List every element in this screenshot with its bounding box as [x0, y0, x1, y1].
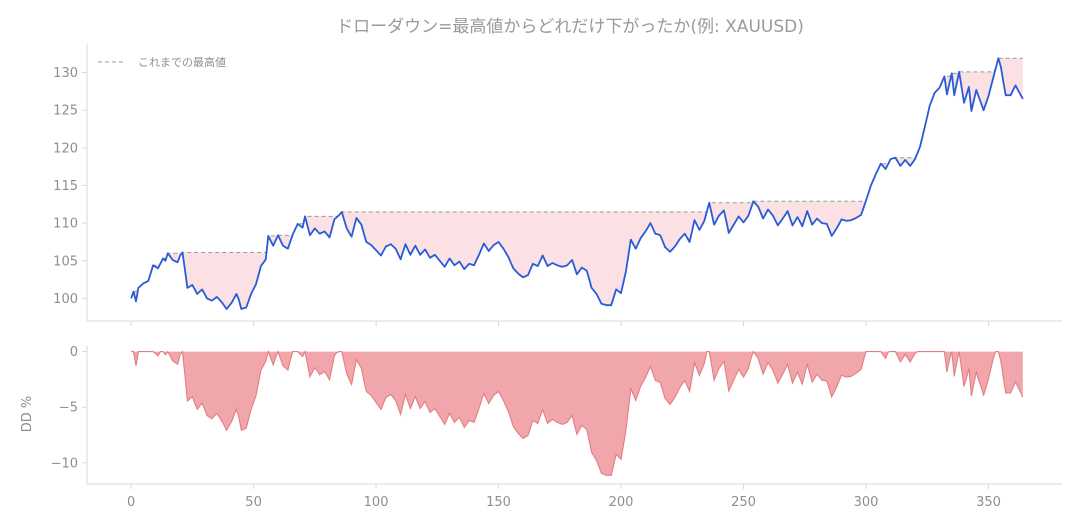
legend-label: これまでの最高値: [138, 55, 226, 69]
drawdown-x-tick-label: 100: [364, 495, 389, 510]
legend: これまでの最高値: [98, 55, 226, 69]
drawdown-y-axis-label: DD %: [20, 396, 35, 433]
drawdown-x-axis: 0 50 100 150 200 250 300 350: [87, 483, 1062, 510]
price-y-tick-label: 110: [53, 217, 78, 232]
price-y-tick-label: 125: [53, 104, 78, 119]
drawdown-shading-area: [131, 58, 1023, 309]
drawdown-y-tick-label: −5: [59, 401, 78, 416]
drawdown-series: [131, 349, 1024, 476]
drawdown-x-tick-label: 300: [854, 495, 879, 510]
price-y-tick-label: 130: [53, 66, 78, 81]
price-y-tick-label: 120: [53, 141, 78, 156]
drawdown-area-fill: [131, 351, 1023, 476]
drawdown-y-tick-label: 0: [70, 345, 78, 360]
price-y-axis: 100 105 110 115 120 125 130: [53, 44, 88, 321]
chart-title: ドローダウン=最高値からどれだけ下がったか(例: XAUUSD): [336, 17, 804, 37]
price-y-tick-label: 105: [53, 254, 78, 269]
drawdown-x-tick-label: 150: [486, 495, 511, 510]
price-series: [130, 57, 1024, 310]
drawdown-x-tick-label: 350: [976, 495, 1001, 510]
drawdown-area: [131, 349, 1024, 476]
drawdown-x-tick-label: 50: [245, 495, 262, 510]
price-y-tick-label: 100: [53, 292, 78, 307]
price-x-axis: [87, 320, 1062, 326]
drawdown-shading: [131, 58, 1023, 309]
drawdown-panel: 0 −5 −10 0 50 100 150 200 250 300 350 DD %: [20, 345, 1062, 510]
drawdown-x-tick-label: 200: [609, 495, 634, 510]
price-panel: 100 105 110 115 120 125 130 これまでの最高値: [53, 44, 1062, 326]
drawdown-x-tick-label: 250: [731, 495, 756, 510]
drawdown-y-axis: 0 −5 −10: [51, 345, 88, 484]
drawdown-y-tick-label: −10: [51, 456, 78, 471]
drawdown-x-tick-label: 0: [127, 495, 135, 510]
price-y-tick-label: 115: [53, 179, 78, 194]
price-line: [130, 57, 1024, 310]
